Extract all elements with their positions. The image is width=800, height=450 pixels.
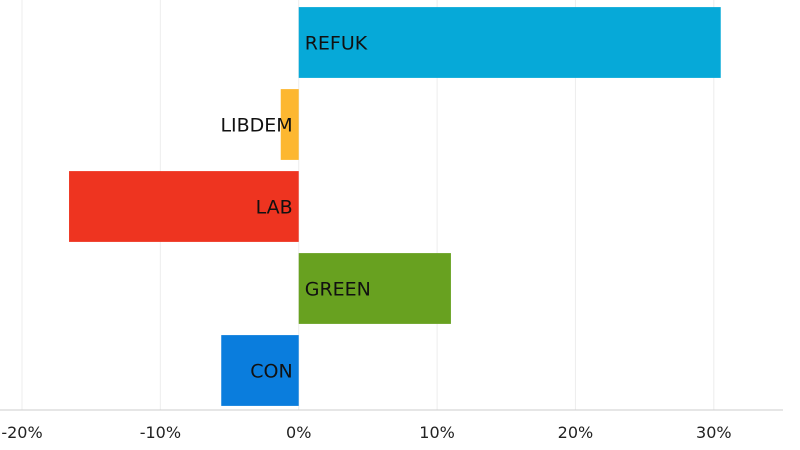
bar-labels: REFUK LIBDEM LAB GREEN CON — [220, 33, 370, 383]
bar-label-con: CON — [250, 361, 292, 383]
bar-label-lab: LAB — [256, 197, 293, 219]
x-axis-ticks: -20% -10% 0% 10% 20% 30% — [1, 423, 731, 442]
bar-label-green: GREEN — [305, 279, 371, 301]
bar-label-libdem: LIBDEM — [220, 115, 292, 137]
bar-green — [298, 253, 451, 324]
bar-lab — [69, 171, 299, 242]
bar-libdem — [280, 89, 299, 160]
x-tick-label: 10% — [419, 423, 455, 442]
bar-con — [221, 335, 299, 406]
bar-label-refuk: REFUK — [305, 33, 368, 55]
x-tick-label: 0% — [286, 423, 311, 442]
x-tick-label: 30% — [696, 423, 732, 442]
x-tick-label: -20% — [1, 423, 42, 442]
bar-refuk — [298, 7, 721, 78]
bars — [69, 7, 721, 406]
x-tick-label: 20% — [558, 423, 594, 442]
x-tick-label: -10% — [140, 423, 181, 442]
